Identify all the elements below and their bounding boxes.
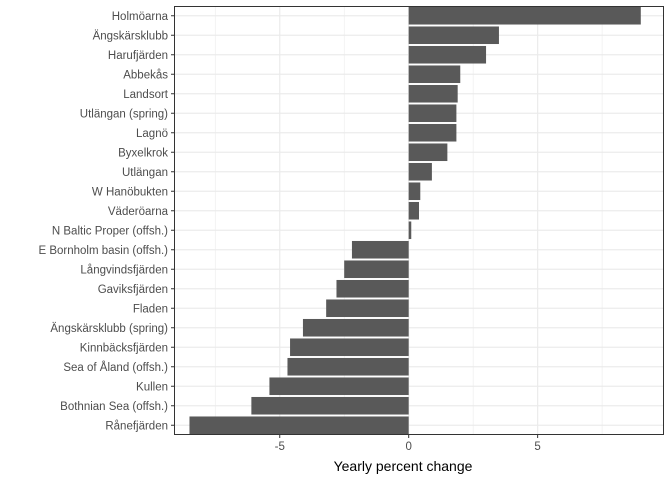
bar	[408, 26, 499, 45]
x-tick-label: 0	[405, 441, 411, 453]
bar	[287, 357, 409, 376]
bar	[408, 84, 458, 103]
bar	[408, 45, 487, 64]
bar	[408, 6, 641, 25]
y-tick-label: Sea of Åland (offsh.)	[63, 361, 168, 374]
bar	[269, 377, 409, 396]
bar	[408, 221, 412, 240]
bar	[302, 318, 409, 337]
panel-border	[174, 6, 664, 435]
y-tick-label: Utlängan (spring)	[80, 108, 168, 120]
y-tick-label: Harufjärden	[108, 50, 168, 62]
bar	[326, 299, 409, 318]
y-tick-label: Utlängan	[122, 167, 168, 179]
y-tick-label: Ängskärsklubb	[93, 30, 168, 42]
bar	[408, 182, 421, 201]
y-tick-label: Gaviksfjärden	[98, 284, 168, 296]
y-tick-label: N Baltic Proper (offsh.)	[52, 225, 168, 237]
bar	[251, 396, 409, 415]
x-tick-label: -5	[275, 441, 285, 453]
x-axis-title: Yearly percent change	[334, 458, 473, 474]
y-tick-label: Fladen	[133, 303, 168, 315]
bar	[408, 104, 457, 123]
bar	[408, 123, 457, 142]
x-tick-label: 5	[534, 441, 540, 453]
y-tick-label: Ängskärsklubb (spring)	[50, 323, 168, 335]
bar	[189, 416, 409, 435]
y-tick-label: Kullen	[136, 381, 168, 393]
y-tick-label: Bothnian Sea (offsh.)	[60, 401, 168, 413]
bar	[408, 65, 461, 84]
bar	[351, 240, 409, 259]
bars	[189, 6, 641, 435]
y-tick-label: Byxelkrok	[118, 147, 168, 159]
bar	[290, 338, 409, 357]
y-tick-label: W Hanöbukten	[92, 186, 168, 198]
bar	[344, 260, 409, 279]
y-tick-label: Kinnbäcksfjärden	[80, 342, 168, 354]
y-tick-label: Väderöarna	[108, 206, 169, 218]
bar	[408, 162, 432, 181]
x-axis: -5 0 5	[275, 435, 541, 453]
bar	[408, 143, 448, 162]
bar	[408, 201, 419, 220]
y-tick-label: E Bornholm basin (offsh.)	[38, 245, 168, 257]
y-tick-label: Rånefjärden	[105, 420, 168, 432]
y-tick-label: Långvindsfjärden	[80, 264, 168, 276]
y-axis: Holmöarna Ängskärsklubb Harufjärden Abbekås…	[38, 11, 174, 432]
y-tick-label: Abbekås	[123, 69, 168, 81]
bar	[336, 279, 409, 298]
y-tick-label: Lagnö	[136, 128, 168, 140]
y-tick-label: Landsort	[123, 89, 169, 101]
y-tick-label: Holmöarna	[112, 11, 169, 23]
